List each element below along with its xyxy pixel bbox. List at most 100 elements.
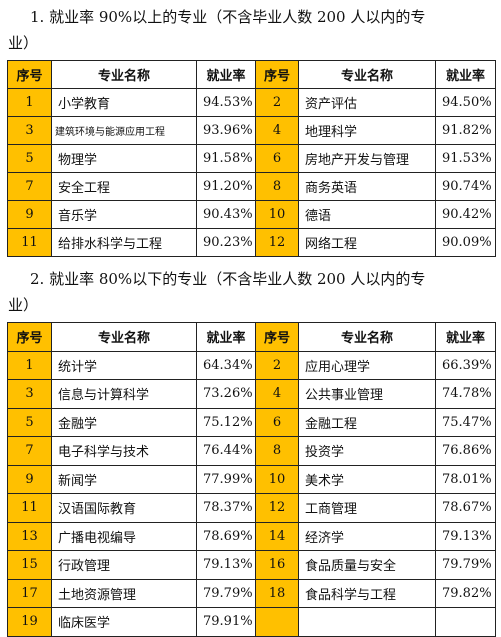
employment-rate: 66.39% bbox=[435, 350, 496, 380]
section1-heading: 1. 就业率 90%以上的专业（不含毕业人数 200 人以内的专 业） bbox=[8, 4, 494, 56]
major-name: 信息与计算科学 bbox=[51, 379, 197, 409]
row-index bbox=[255, 607, 299, 637]
employment-rate: 93.96% bbox=[196, 116, 256, 145]
major-name: 物理学 bbox=[51, 144, 197, 173]
header-major: 专业名称 bbox=[51, 60, 197, 89]
row-index: 7 bbox=[7, 436, 52, 466]
header-index: 序号 bbox=[255, 60, 299, 89]
employment-rate: 91.58% bbox=[196, 144, 256, 173]
row-index: 3 bbox=[7, 116, 52, 145]
row-index: 10 bbox=[255, 464, 299, 494]
table-header-row: 序号 专业名称 就业率 序号 专业名称 就业率 bbox=[7, 322, 496, 352]
employment-rate: 74.78% bbox=[435, 379, 496, 409]
header-major: 专业名称 bbox=[51, 322, 197, 352]
row-index: 16 bbox=[255, 550, 299, 580]
table-row: 9 新闻学 77.99% 10 美术学 78.01% bbox=[7, 464, 496, 494]
header-index: 序号 bbox=[7, 60, 52, 89]
header-rate: 就业率 bbox=[435, 60, 496, 89]
major-name: 网络工程 bbox=[298, 228, 436, 257]
table-row: 5 金融学 75.12% 6 金融工程 75.47% bbox=[7, 407, 496, 437]
row-index: 4 bbox=[255, 379, 299, 409]
header-index: 序号 bbox=[7, 322, 52, 352]
table-row: 1 小学教育 94.53% 2 资产评估 94.50% bbox=[7, 88, 496, 117]
section1-heading-line1: 1. 就业率 90%以上的专业（不含毕业人数 200 人以内的专 bbox=[30, 8, 426, 26]
table-header-row: 序号 专业名称 就业率 序号 专业名称 就业率 bbox=[7, 60, 496, 89]
employment-rate: 78.67% bbox=[435, 493, 496, 523]
row-index: 15 bbox=[7, 550, 52, 580]
major-name: 应用心理学 bbox=[298, 350, 436, 380]
employment-rate: 75.12% bbox=[196, 407, 256, 437]
major-name: 建筑环境与能源应用工程 bbox=[51, 116, 197, 145]
major-name: 公共事业管理 bbox=[298, 379, 436, 409]
row-index: 2 bbox=[255, 350, 299, 380]
header-major: 专业名称 bbox=[298, 60, 436, 89]
row-index: 14 bbox=[255, 521, 299, 551]
major-name: 安全工程 bbox=[51, 172, 197, 201]
employment-rate: 79.82% bbox=[435, 578, 496, 608]
major-name: 行政管理 bbox=[51, 550, 197, 580]
major-name: 食品科学与工程 bbox=[298, 578, 436, 608]
table-row: 3 信息与计算科学 73.26% 4 公共事业管理 74.78% bbox=[7, 379, 496, 409]
table-row: 1 统计学 64.34% 2 应用心理学 66.39% bbox=[7, 350, 496, 380]
major-name: 新闻学 bbox=[51, 464, 197, 494]
table-row: 19 临床医学 79.91% bbox=[7, 607, 496, 637]
major-name: 德语 bbox=[298, 200, 436, 229]
major-name: 广播电视编导 bbox=[51, 521, 197, 551]
table-row: 3 建筑环境与能源应用工程 93.96% 4 地理科学 91.82% bbox=[7, 116, 496, 145]
table-row: 7 电子科学与技术 76.44% 8 投资学 76.86% bbox=[7, 436, 496, 466]
major-name: 金融工程 bbox=[298, 407, 436, 437]
table-row: 17 土地资源管理 79.79% 18 食品科学与工程 79.82% bbox=[7, 578, 496, 608]
table-row: 11 给排水科学与工程 90.23% 12 网络工程 90.09% bbox=[7, 228, 496, 257]
row-index: 19 bbox=[7, 607, 52, 637]
section1-heading-line2: 业） bbox=[8, 34, 39, 52]
major-name: 资产评估 bbox=[298, 88, 436, 117]
header-rate: 就业率 bbox=[196, 60, 256, 89]
row-index: 6 bbox=[255, 407, 299, 437]
employment-rate bbox=[435, 607, 496, 637]
employment-rate: 90.09% bbox=[435, 228, 496, 257]
row-index: 6 bbox=[255, 144, 299, 173]
employment-rate: 79.13% bbox=[435, 521, 496, 551]
employment-rate: 76.86% bbox=[435, 436, 496, 466]
employment-rate: 78.01% bbox=[435, 464, 496, 494]
table-row: 11 汉语国际教育 78.37% 12 工商管理 78.67% bbox=[7, 493, 496, 523]
table-body: 1 小学教育 94.53% 2 资产评估 94.50% 3 建筑环境与能源应用工程 93.96%… bbox=[7, 88, 496, 257]
row-index: 2 bbox=[255, 88, 299, 117]
row-index: 17 bbox=[7, 578, 52, 608]
row-index: 3 bbox=[7, 379, 52, 409]
table-row: 5 物理学 91.58% 6 房地产开发与管理 91.53% bbox=[7, 144, 496, 173]
row-index: 1 bbox=[7, 88, 52, 117]
row-index: 4 bbox=[255, 116, 299, 145]
employment-rate: 79.79% bbox=[435, 550, 496, 580]
employment-rate: 91.53% bbox=[435, 144, 496, 173]
section2-heading-line1: 2. 就业率 80%以下的专业（不含毕业人数 200 人以内的专 bbox=[30, 270, 426, 288]
major-name: 给排水科学与工程 bbox=[51, 228, 197, 257]
row-index: 9 bbox=[7, 200, 52, 229]
table-below-80: 序号 专业名称 就业率 序号 专业名称 就业率 1 统计学 64.34% 2 应用心理学… bbox=[7, 322, 496, 637]
row-index: 8 bbox=[255, 436, 299, 466]
employment-rate: 91.20% bbox=[196, 172, 256, 201]
employment-rate: 94.53% bbox=[196, 88, 256, 117]
employment-rate: 90.43% bbox=[196, 200, 256, 229]
major-name bbox=[298, 607, 436, 637]
header-major: 专业名称 bbox=[298, 322, 436, 352]
table-row: 13 广播电视编导 78.69% 14 经济学 79.13% bbox=[7, 521, 496, 551]
employment-rate: 94.50% bbox=[435, 88, 496, 117]
employment-rate: 90.23% bbox=[196, 228, 256, 257]
header-rate: 就业率 bbox=[435, 322, 496, 352]
row-index: 10 bbox=[255, 200, 299, 229]
employment-rate: 90.74% bbox=[435, 172, 496, 201]
employment-rate: 90.42% bbox=[435, 200, 496, 229]
major-name: 音乐学 bbox=[51, 200, 197, 229]
row-index: 18 bbox=[255, 578, 299, 608]
major-name: 小学教育 bbox=[51, 88, 197, 117]
major-name: 商务英语 bbox=[298, 172, 436, 201]
row-index: 9 bbox=[7, 464, 52, 494]
section2-heading: 2. 就业率 80%以下的专业（不含毕业人数 200 人以内的专 业） bbox=[8, 266, 494, 318]
major-name: 土地资源管理 bbox=[51, 578, 197, 608]
employment-rate: 64.34% bbox=[196, 350, 256, 380]
row-index: 5 bbox=[7, 144, 52, 173]
row-index: 13 bbox=[7, 521, 52, 551]
row-index: 11 bbox=[7, 228, 52, 257]
major-name: 临床医学 bbox=[51, 607, 197, 637]
